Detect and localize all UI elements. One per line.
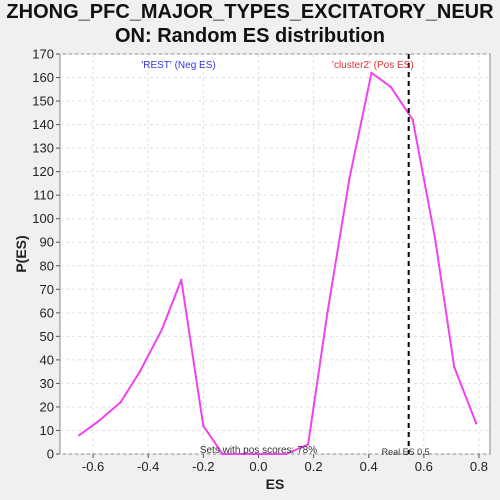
x-tick-label: -0.6 [82, 459, 104, 474]
axes: 0 10 20 30 40 50 60 70 80 90 100 110 120 130 140 150 160… [13, 47, 488, 493]
y-tick-label: 130 [32, 141, 54, 156]
data-point [475, 422, 478, 425]
data-point [389, 85, 392, 89]
data-point [221, 452, 224, 456]
data-point [326, 311, 329, 315]
y-tick-label: 140 [32, 117, 54, 132]
x-tick-label: 0.0 [249, 459, 267, 474]
data-point [97, 419, 100, 423]
data-point [265, 452, 268, 456]
data-point [411, 118, 415, 122]
y-tick-label: 40 [40, 352, 54, 367]
y-tick-label: 150 [32, 94, 54, 109]
x-tick-label: 0.2 [305, 459, 323, 474]
data-point [243, 452, 246, 456]
y-tick-label: 160 [32, 70, 54, 85]
y-axis-label: P(ES) [13, 235, 29, 272]
data-point [433, 236, 437, 239]
x-tick-label: -0.2 [192, 459, 214, 474]
data-point [160, 328, 164, 331]
pos-scores-note: Sets with pos scores: 78% [200, 445, 317, 456]
y-tick-label: 170 [32, 47, 54, 62]
y-tick-label: 90 [40, 235, 54, 250]
gridlines [60, 53, 490, 455]
chart-title-line-1: ZHONG_PFC_MAJOR_TYPES_EXCITATORY_NEUR [6, 1, 494, 23]
x-tick-label: 0.6 [415, 459, 433, 474]
x-tick-label: 0.8 [470, 459, 488, 474]
chart-title: ZHONG_PFC_MAJOR_TYPES_EXCITATORY_NEUR ON… [0, 0, 500, 48]
data-point [180, 278, 183, 282]
y-tick-label: 20 [40, 399, 54, 414]
series-layer [78, 71, 478, 456]
data-point [306, 443, 310, 446]
data-point [348, 177, 351, 180]
data-point [202, 424, 205, 427]
y-tick-label: 30 [40, 376, 54, 391]
y-tick-label: 10 [40, 423, 54, 438]
series-line [78, 71, 478, 455]
data-point [452, 365, 456, 369]
plot-area [59, 53, 491, 455]
data-point [119, 401, 122, 404]
chart-title-line-2: ON: Random ES distribution [115, 25, 385, 47]
y-tick-label: 70 [40, 282, 54, 297]
y-tick-label: 0 [47, 447, 54, 462]
annotations: 'REST' (Neg ES) 'cluster2' (Pos ES) Sets w… [141, 54, 430, 457]
data-point [370, 71, 373, 75]
y-tick-label: 50 [40, 329, 54, 344]
x-tick-label: 0.4 [360, 459, 378, 474]
y-tick-label: 120 [32, 164, 54, 179]
real-es-label: Real ES 0.5 [382, 447, 430, 457]
data-point [138, 370, 142, 373]
y-tick-label: 60 [40, 305, 54, 320]
y-tick-label: 80 [40, 258, 54, 273]
pos-es-label: 'cluster2' (Pos ES) [332, 60, 414, 71]
data-point [284, 452, 288, 456]
x-tick-label: -0.4 [137, 459, 159, 474]
neg-es-label: 'REST' (Neg ES) [141, 60, 215, 71]
data-point [78, 433, 81, 437]
x-axis-label: ES [266, 476, 285, 492]
y-tick-label: 100 [32, 211, 54, 226]
y-tick-label: 110 [33, 188, 54, 203]
